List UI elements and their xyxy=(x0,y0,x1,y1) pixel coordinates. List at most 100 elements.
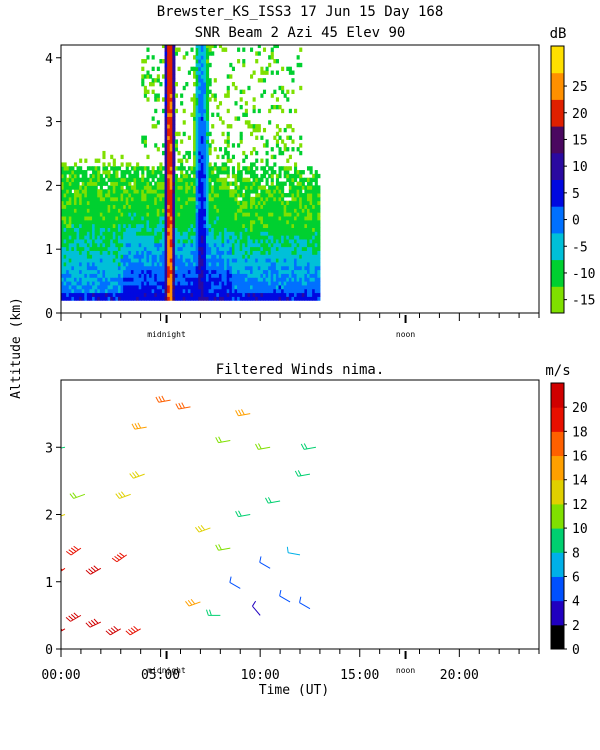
snr-cell xyxy=(167,284,171,290)
snr-cell xyxy=(252,162,256,167)
snr-cell xyxy=(84,189,88,194)
snr-cell xyxy=(128,227,132,232)
snr-cell xyxy=(198,273,202,278)
snr-cell xyxy=(231,235,235,240)
wind-barb-flag xyxy=(118,492,123,498)
snr-cell xyxy=(265,219,269,225)
snr-cell xyxy=(143,59,147,64)
snr-cell xyxy=(231,284,235,290)
snr-cell xyxy=(71,250,75,255)
snr-cell xyxy=(112,273,116,278)
snr-cell xyxy=(195,101,199,106)
snr-cell xyxy=(130,246,134,251)
snr-cell xyxy=(117,284,122,290)
snr-cell xyxy=(99,173,103,179)
snr-cell xyxy=(213,254,217,259)
snr-cell xyxy=(195,62,199,68)
snr-cell xyxy=(146,231,150,236)
snr-cell xyxy=(141,170,145,175)
snr-cell xyxy=(278,219,282,225)
snr-cell xyxy=(63,196,67,202)
snr-cell xyxy=(172,143,176,148)
snr-cell xyxy=(294,212,298,217)
snr-cell xyxy=(146,189,150,194)
snr-cell xyxy=(61,162,65,167)
snr-cell xyxy=(141,189,145,194)
snr-cell xyxy=(288,177,292,183)
snr-cell xyxy=(226,284,230,290)
snr-cell xyxy=(172,238,176,244)
snr-cell xyxy=(229,242,233,248)
snr-cell xyxy=(250,200,254,206)
snr-cell xyxy=(213,277,217,282)
snr-cell xyxy=(265,261,269,267)
snr-cell xyxy=(143,242,147,248)
snr-cell xyxy=(172,277,176,282)
snr-cell xyxy=(130,296,134,301)
snr-cell xyxy=(172,66,176,72)
colorbar-tick-label: 8 xyxy=(572,546,580,561)
snr-cell xyxy=(205,189,210,194)
snr-cell xyxy=(195,45,199,49)
snr-cell xyxy=(213,177,217,183)
snr-cell xyxy=(161,212,166,217)
snr-cell xyxy=(221,185,225,190)
snr-cell xyxy=(260,66,264,72)
snr-cell xyxy=(193,265,197,271)
snr-cell xyxy=(86,288,90,294)
snr-cell xyxy=(169,261,173,267)
snr-cell xyxy=(252,147,256,152)
snr-cell xyxy=(200,66,204,72)
snr-cell xyxy=(231,281,235,286)
snr-cell xyxy=(216,196,220,202)
snr-cell xyxy=(177,193,181,198)
snr-cell xyxy=(200,131,204,137)
snr-cell xyxy=(195,281,199,286)
snr-cell xyxy=(172,45,176,49)
snr-cell xyxy=(234,254,238,259)
snr-cell xyxy=(187,219,191,225)
snr-cell xyxy=(231,208,235,213)
wind-barb-flag xyxy=(294,470,299,477)
snr-cell xyxy=(203,78,207,83)
snr-cell xyxy=(164,135,168,140)
snr-cell xyxy=(164,70,168,75)
snr-cell xyxy=(205,173,210,179)
snr-cell xyxy=(107,277,111,282)
snr-cell xyxy=(164,173,168,179)
snr-cell xyxy=(105,173,109,179)
colorbar-swatch xyxy=(551,152,564,180)
snr-cell xyxy=(237,296,241,301)
snr-cell xyxy=(296,170,300,175)
snr-cell xyxy=(317,219,321,225)
snr-cell xyxy=(208,250,212,255)
snr-cell xyxy=(221,162,225,167)
snr-cell xyxy=(190,219,194,225)
snr-cell xyxy=(73,296,78,301)
snr-cell xyxy=(133,238,137,244)
snr-cell xyxy=(61,258,65,263)
snr-cell xyxy=(66,288,70,294)
snr-cell xyxy=(185,246,189,251)
y-tick-label: 0 xyxy=(45,643,53,658)
snr-cell xyxy=(317,242,321,248)
snr-cell xyxy=(193,112,197,117)
snr-cell xyxy=(174,208,179,213)
snr-cell xyxy=(208,258,212,263)
snr-cell xyxy=(89,296,93,301)
snr-cell xyxy=(71,166,75,171)
snr-cell xyxy=(146,70,150,75)
snr-cell xyxy=(187,204,191,209)
snr-cell xyxy=(205,85,210,91)
snr-cell xyxy=(161,177,166,183)
snr-cell xyxy=(120,242,124,248)
snr-cell xyxy=(68,242,72,248)
snr-cell xyxy=(76,166,80,171)
snr-cell xyxy=(231,288,235,294)
snr-cell xyxy=(84,277,88,282)
snr-cell xyxy=(71,265,75,271)
snr-cell xyxy=(68,173,72,179)
snr-cell xyxy=(211,235,215,240)
snr-cell xyxy=(252,238,256,244)
snr-cell xyxy=(138,265,142,271)
